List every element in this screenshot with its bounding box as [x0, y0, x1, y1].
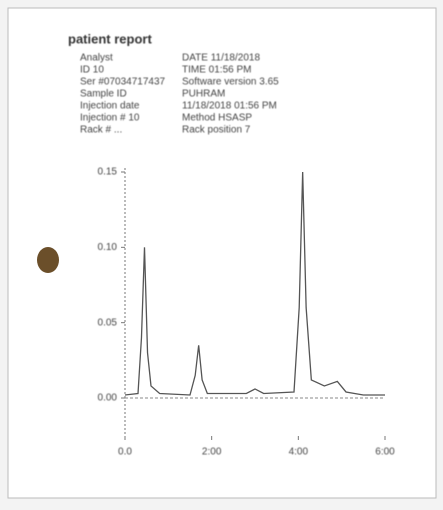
field-label: Sample ID — [80, 89, 127, 100]
y-tick-label: 0.05 — [98, 317, 118, 328]
field-label: Injection # 10 — [80, 113, 140, 124]
page: patient report Analyst DATE 11/18/2018 ID … — [0, 0, 443, 505]
y-tick-label: 0.10 — [98, 242, 118, 253]
report-title: patient report — [68, 31, 152, 46]
y-tick-label: 0.15 — [98, 167, 118, 178]
field-value: Software version 3.65 — [182, 77, 279, 88]
field-value: PUHRAM — [182, 89, 225, 100]
field-value: DATE 11/18/2018 — [182, 53, 260, 64]
field-value: 11/18/2018 01:56 PM — [182, 101, 277, 112]
field-label: ID 10 — [80, 65, 104, 76]
x-tick-label: 4:00 — [289, 447, 309, 458]
field-label: Rack # ... — [80, 125, 122, 136]
photo: patient report Analyst DATE 11/18/2018 ID … — [0, 0, 443, 505]
punch-hole — [37, 247, 59, 273]
x-tick-label: 6:00 — [375, 447, 395, 458]
y-tick-label: 0.00 — [98, 393, 118, 404]
field-value: Method HSASP — [182, 113, 252, 124]
x-tick-label: 2:00 — [202, 447, 222, 458]
field-label: Ser #07034717437 — [80, 77, 166, 88]
field-value: TIME 01:56 PM — [182, 65, 251, 76]
field-value: Rack position 7 — [182, 125, 251, 136]
x-tick-label: 0.0 — [118, 447, 132, 458]
field-label: Injection date — [80, 101, 140, 112]
field-label: Analyst — [80, 53, 113, 64]
